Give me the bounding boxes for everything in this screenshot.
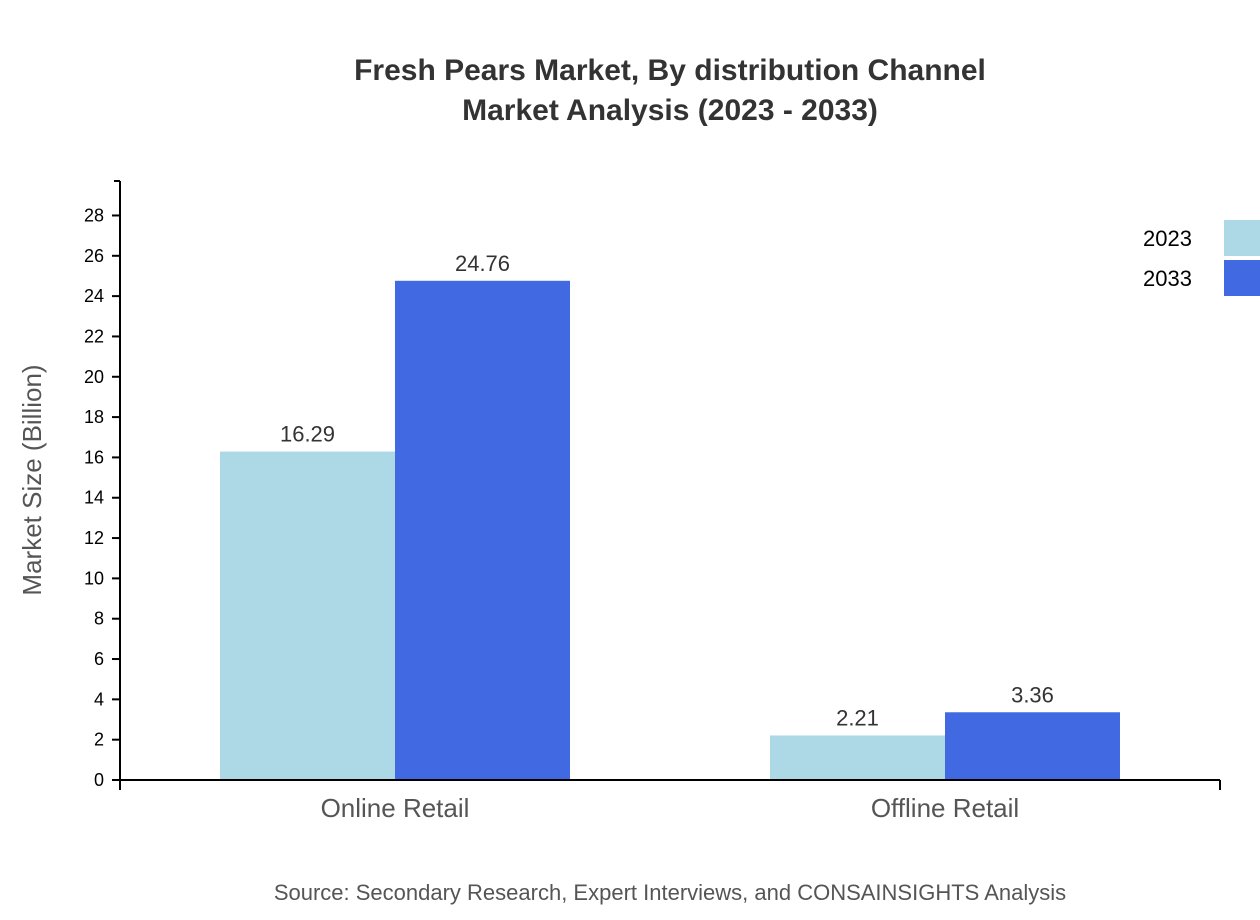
legend-swatch-2033 (1224, 260, 1260, 296)
data-label: 3.36 (1011, 682, 1054, 707)
y-tick-label: 24 (84, 286, 104, 306)
legend-swatch-2023 (1224, 220, 1260, 256)
data-label: 2.21 (836, 705, 879, 730)
y-tick-label: 22 (84, 326, 104, 346)
data-label: 24.76 (455, 251, 510, 276)
source-note: Source: Secondary Research, Expert Inter… (274, 880, 1066, 905)
bar-2023-online-retail (220, 451, 395, 780)
chart-title-line-2: Market Analysis (2023 - 2033) (462, 94, 878, 127)
y-tick-label: 0 (94, 770, 104, 790)
bar-2033-offline-retail (945, 712, 1120, 780)
y-tick-label: 18 (84, 407, 104, 427)
legend-label-2033: 2033 (1143, 266, 1192, 291)
y-tick-label: 12 (84, 528, 104, 548)
y-axis-label: Market Size (Billion) (17, 364, 47, 595)
legend-label-2023: 2023 (1143, 226, 1192, 251)
y-tick-label: 16 (84, 447, 104, 467)
bar-2033-online-retail (395, 280, 570, 780)
chart-title-line-1: Fresh Pears Market, By distribution Chan… (354, 54, 986, 87)
x-tick-label: Online Retail (321, 793, 470, 823)
y-tick-label: 28 (84, 205, 104, 225)
y-tick-label: 6 (94, 649, 104, 669)
data-label: 16.29 (280, 422, 335, 447)
y-tick-label: 14 (84, 488, 104, 508)
y-tick-label: 4 (94, 689, 104, 709)
y-tick-label: 10 (84, 568, 104, 588)
x-tick-label: Offline Retail (871, 793, 1019, 823)
y-tick-label: 8 (94, 609, 104, 629)
y-tick-label: 20 (84, 367, 104, 387)
y-tick-label: 26 (84, 246, 104, 266)
y-tick-label: 2 (94, 730, 104, 750)
bar-2023-offline-retail (770, 735, 945, 780)
